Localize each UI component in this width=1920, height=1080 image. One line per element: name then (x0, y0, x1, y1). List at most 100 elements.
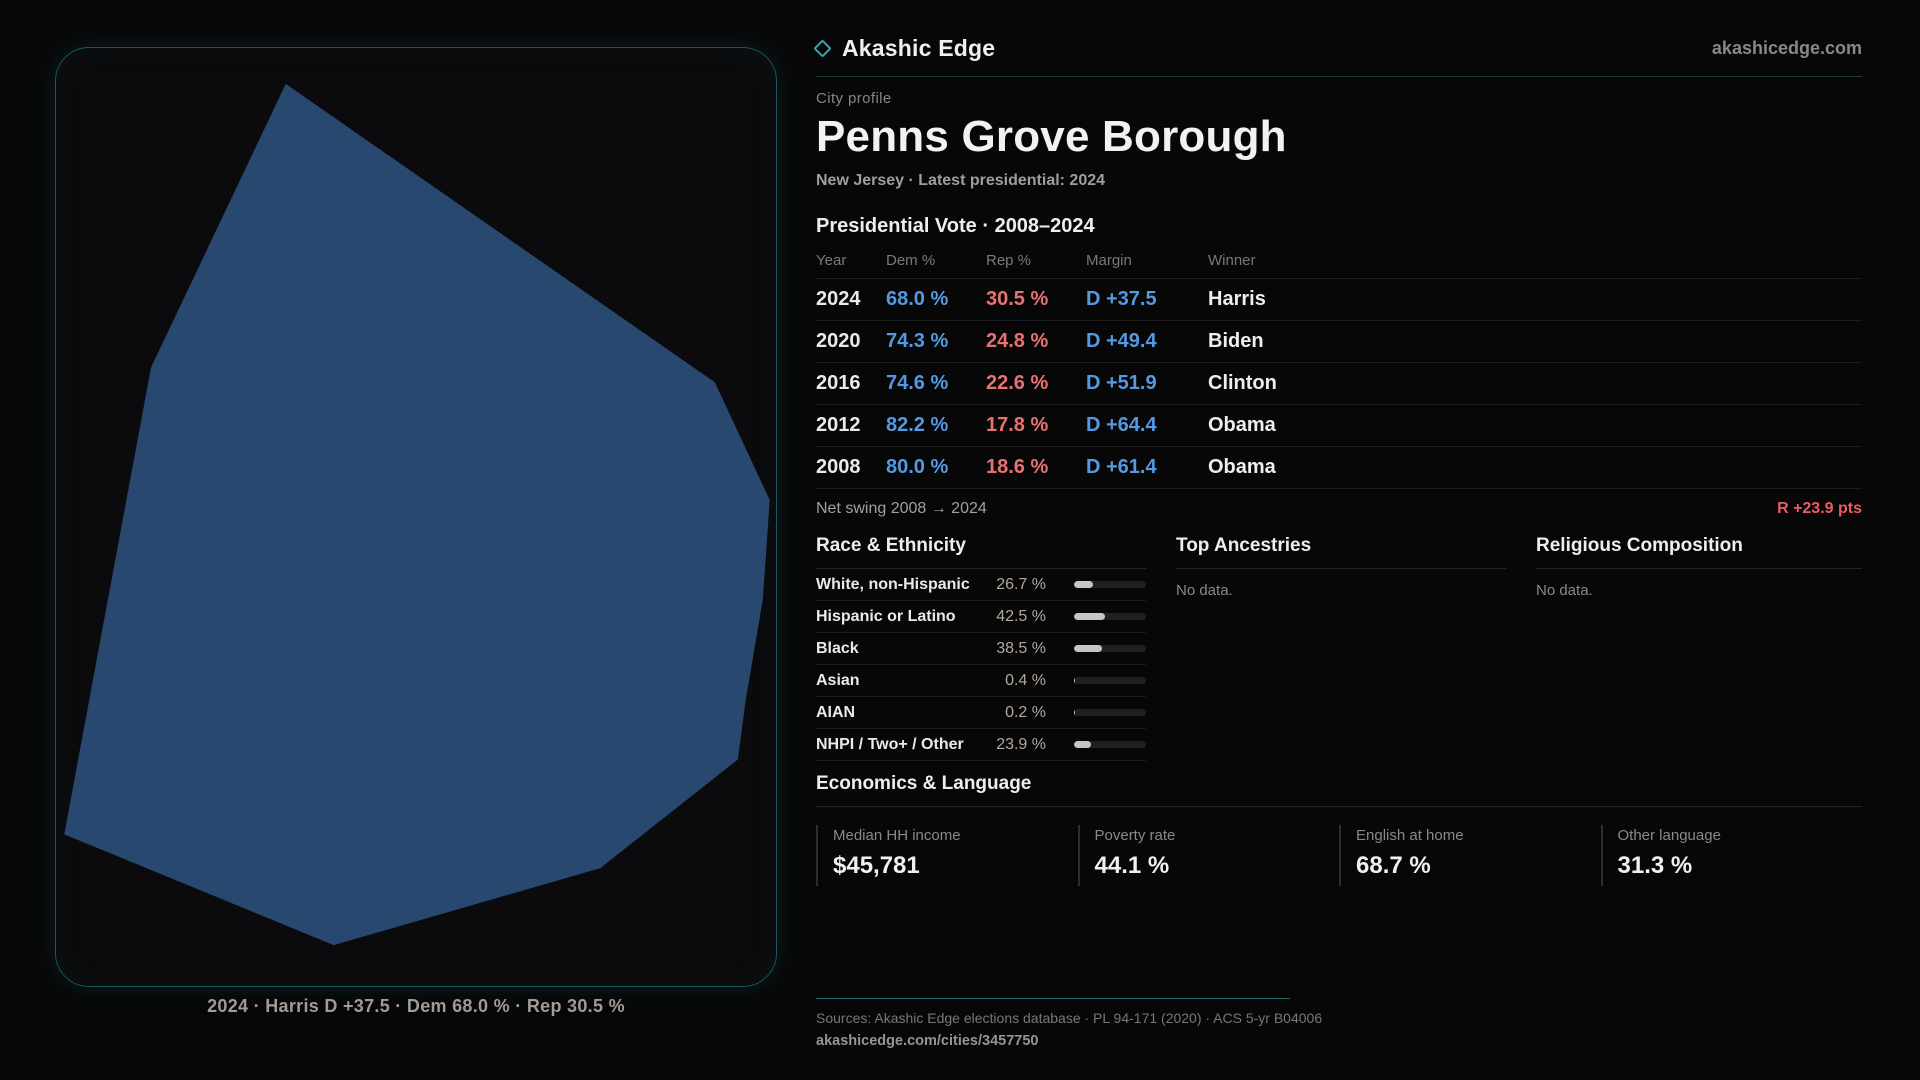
race-ethnicity-section: Race & Ethnicity White, non-Hispanic 26.… (816, 535, 1146, 761)
list-item: Asian 0.4 % (816, 665, 1146, 697)
col-winner: Winner (1208, 252, 1256, 269)
race-bar (1074, 581, 1146, 588)
race-value: 0.2 % (1005, 703, 1046, 721)
net-swing-value: R +23.9 pts (1777, 500, 1862, 517)
city-boundary-map (64, 83, 770, 946)
religion-empty-state: No data. (1536, 582, 1593, 599)
margin-cell: D +49.4 (1086, 330, 1157, 352)
rep-cell: 17.8 % (986, 414, 1049, 436)
footer-divider (816, 998, 1290, 999)
winner-cell: Harris (1208, 288, 1266, 310)
rep-cell: 18.6 % (986, 456, 1049, 478)
header-bar: Akashic Edge akashicedge.com (813, 35, 1862, 62)
race-label: Hispanic or Latino (816, 607, 956, 625)
col-dem: Dem % (886, 252, 936, 269)
religion-section-title: Religious Composition (1536, 535, 1862, 569)
race-label: Asian (816, 671, 860, 689)
sources-text: Sources: Akashic Edge elections database… (816, 1010, 1323, 1026)
top-ancestries-section: Top Ancestries No data. (1176, 535, 1506, 761)
stat-value: $45,781 (833, 852, 920, 879)
col-margin: Margin (1086, 252, 1132, 269)
year-cell: 2016 (816, 372, 861, 394)
race-bar-fill (1074, 645, 1102, 652)
year-cell: 2024 (816, 288, 861, 310)
ancestries-empty-state: No data. (1176, 582, 1233, 599)
margin-cell: D +51.9 (1086, 372, 1157, 394)
race-bar (1074, 709, 1146, 716)
kicker: City profile (816, 90, 892, 107)
brand-name: Akashic Edge (842, 35, 996, 61)
margin-cell: D +37.5 (1086, 288, 1157, 310)
race-bar (1074, 677, 1146, 684)
race-label: White, non-Hispanic (816, 575, 970, 593)
stat-label: Poverty rate (1094, 827, 1176, 844)
list-item: White, non-Hispanic 26.7 % (816, 569, 1146, 601)
profile-content: Akashic Edge akashicedge.com City profil… (813, 0, 1862, 1050)
page-title: Penns Grove Borough (816, 112, 1287, 161)
margin-cell: D +64.4 (1086, 414, 1157, 436)
table-row: 2020 74.3 % 24.8 % D +49.4 Biden (816, 321, 1862, 363)
year-cell: 2020 (816, 330, 861, 352)
race-bar-fill (1074, 613, 1105, 620)
map-caption: 2024 · Harris D +37.5 · Dem 68.0 % · Rep… (207, 996, 625, 1016)
demographics-columns: Race & Ethnicity White, non-Hispanic 26.… (816, 535, 1862, 761)
stat-label: Median HH income (833, 827, 961, 844)
col-rep: Rep % (986, 252, 1032, 269)
city-map-panel (55, 47, 777, 987)
col-year: Year (816, 252, 847, 269)
net-swing-row: Net swing 2008 → 2024 R +23.9 pts (816, 489, 1862, 529)
race-value: 23.9 % (996, 735, 1046, 753)
table-row: 2016 74.6 % 22.6 % D +51.9 Clinton (816, 363, 1862, 405)
brand: Akashic Edge (813, 35, 996, 62)
stat-english-at-home: English at home 68.7 % (1339, 825, 1601, 886)
stat-median-hh-income: Median HH income $45,781 (816, 825, 1078, 886)
rep-cell: 24.8 % (986, 330, 1049, 352)
footer: Sources: Akashic Edge elections database… (816, 998, 1862, 1050)
economics-section-title: Economics & Language (816, 773, 1862, 807)
race-value: 0.4 % (1005, 671, 1046, 689)
stat-label: English at home (1356, 827, 1464, 844)
economics-stats: Median HH income $45,781 Poverty rate 44… (816, 825, 1862, 886)
year-cell: 2008 (816, 456, 861, 478)
vote-table-title: Presidential Vote · 2008–2024 (816, 215, 1095, 237)
stat-value: 31.3 % (1617, 852, 1693, 879)
dem-cell: 80.0 % (886, 456, 949, 478)
race-value: 38.5 % (996, 639, 1046, 657)
stat-poverty-rate: Poverty rate 44.1 % (1077, 825, 1340, 886)
year-cell: 2012 (816, 414, 861, 436)
dem-cell: 74.3 % (886, 330, 949, 352)
race-section-title: Race & Ethnicity (816, 535, 1146, 569)
winner-cell: Biden (1208, 330, 1264, 352)
race-bar (1074, 613, 1146, 620)
race-bar-fill (1074, 741, 1092, 748)
race-label: NHPI / Two+ / Other (816, 735, 964, 753)
race-bar (1074, 741, 1146, 748)
margin-cell: D +61.4 (1086, 456, 1157, 478)
winner-cell: Obama (1208, 456, 1276, 478)
race-value: 42.5 % (996, 607, 1046, 625)
religious-composition-section: Religious Composition No data. (1536, 535, 1862, 761)
city-shape (64, 83, 770, 946)
site-link[interactable]: akashicedge.com (1711, 38, 1862, 58)
rep-cell: 22.6 % (986, 372, 1049, 394)
list-item: Hispanic or Latino 42.5 % (816, 601, 1146, 633)
vote-table-header: Year Dem % Rep % Margin Winner (816, 252, 1862, 279)
list-item: AIAN 0.2 % (816, 697, 1146, 729)
net-swing-label: Net swing 2008 → 2024 (816, 500, 987, 517)
permalink[interactable]: akashicedge.com/cities/3457750 (816, 1033, 1039, 1049)
table-row: 2012 82.2 % 17.8 % D +64.4 Obama (816, 405, 1862, 447)
rep-cell: 30.5 % (986, 288, 1049, 310)
race-bar (1074, 645, 1146, 652)
header-divider (816, 76, 1862, 77)
page-subtitle: New Jersey · Latest presidential: 2024 (816, 172, 1106, 189)
dem-cell: 82.2 % (886, 414, 949, 436)
table-row: 2024 68.0 % 30.5 % D +37.5 Harris (816, 279, 1862, 321)
diamond-logo-icon (813, 39, 832, 58)
dem-cell: 74.6 % (886, 372, 949, 394)
race-label: Black (816, 639, 859, 657)
winner-cell: Clinton (1208, 372, 1277, 394)
list-item: NHPI / Two+ / Other 23.9 % (816, 729, 1146, 761)
race-label: AIAN (816, 703, 856, 721)
ancestries-section-title: Top Ancestries (1176, 535, 1506, 569)
stat-label: Other language (1617, 827, 1721, 844)
